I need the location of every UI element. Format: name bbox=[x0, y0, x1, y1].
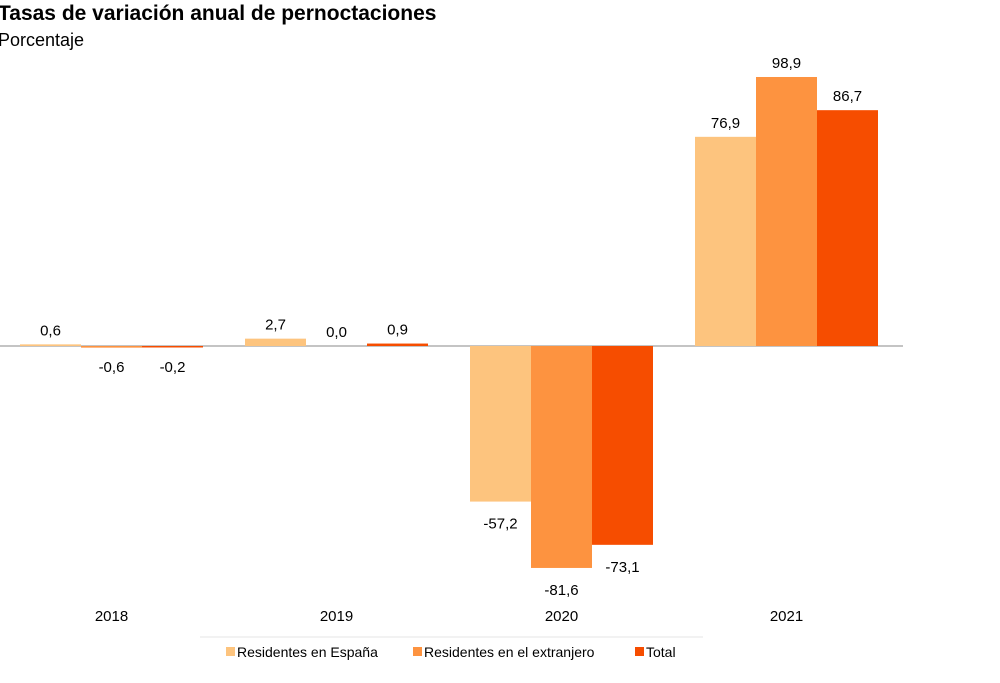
data-label: 0,6 bbox=[40, 322, 61, 339]
legend-swatch bbox=[226, 647, 235, 656]
data-label: -73,1 bbox=[605, 559, 639, 576]
data-label: -57,2 bbox=[483, 516, 517, 533]
bar-2018-residentes-en-españa bbox=[20, 344, 81, 346]
data-label: -0,2 bbox=[160, 359, 186, 376]
x-tick-label: 2021 bbox=[770, 608, 803, 625]
bar-2021-residentes-en-españa bbox=[695, 136, 756, 346]
bar-2018-total bbox=[142, 346, 203, 348]
data-label: -81,6 bbox=[544, 582, 578, 599]
data-label: -0,6 bbox=[99, 359, 125, 376]
bar-2021-residentes-en-el-extranjero bbox=[756, 76, 817, 346]
data-label: 0,9 bbox=[387, 322, 408, 339]
legend-label: Total bbox=[646, 644, 676, 660]
legend-swatch bbox=[413, 647, 422, 656]
data-label: 76,9 bbox=[711, 115, 740, 132]
legend-swatch bbox=[635, 647, 644, 656]
bar-2019-residentes-en-españa bbox=[245, 338, 306, 346]
data-label: 98,9 bbox=[772, 55, 801, 72]
data-label: 86,7 bbox=[833, 88, 862, 105]
legend-label: Residentes en España bbox=[237, 644, 378, 660]
bar-2021-total bbox=[817, 110, 878, 347]
chart-subtitle: Porcentaje bbox=[0, 30, 85, 50]
x-tick-label: 2020 bbox=[545, 608, 578, 625]
x-tick-label: 2019 bbox=[320, 608, 353, 625]
x-tick-label: 2018 bbox=[95, 608, 128, 625]
bar-2020-total bbox=[592, 346, 653, 545]
chart-title: Tasas de variación anual de pernoctacion… bbox=[0, 2, 437, 25]
bar-2020-residentes-en-el-extranjero bbox=[531, 346, 592, 568]
bar-2019-total bbox=[367, 343, 428, 346]
legend-label: Residentes en el extranjero bbox=[424, 644, 595, 660]
bar-2020-residentes-en-españa bbox=[470, 346, 531, 502]
bar-2018-residentes-en-el-extranjero bbox=[81, 346, 142, 348]
data-label: 2,7 bbox=[265, 317, 286, 334]
data-label: 0,0 bbox=[326, 324, 347, 341]
